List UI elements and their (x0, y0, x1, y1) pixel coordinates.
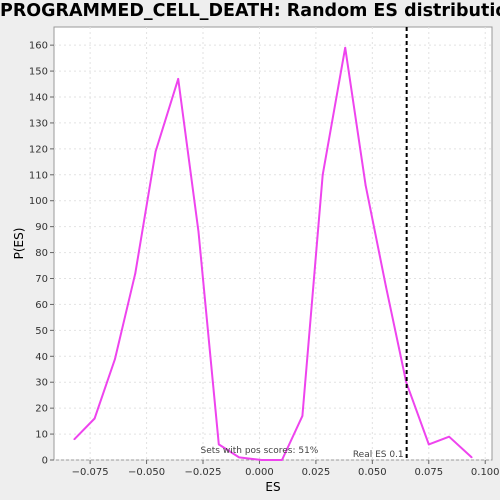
y-tick-label: 10 (35, 430, 48, 441)
y-tick-label: 140 (29, 93, 48, 104)
data-point (384, 285, 387, 288)
y-tick-label: 20 (35, 404, 48, 415)
y-tick-label: 40 (35, 352, 48, 363)
data-point (470, 456, 473, 459)
x-tick-label: 0.075 (414, 467, 443, 478)
data-point (427, 443, 430, 446)
data-point (154, 150, 157, 153)
data-point (260, 459, 263, 461)
y-tick-label: 60 (35, 300, 48, 311)
data-point (93, 417, 96, 420)
y-tick-label: 120 (29, 144, 48, 155)
y-tick-label: 80 (35, 248, 48, 259)
y-tick-label: 30 (35, 378, 48, 389)
y-tick-label: 0 (42, 456, 48, 467)
pos-scores-annotation: Sets with pos scores: 51% (201, 446, 319, 456)
real-es-label: Real ES 0.1 (353, 450, 404, 460)
data-point (344, 46, 347, 49)
x-tick-label: 0.025 (302, 467, 331, 478)
x-tick-label: −0.050 (128, 467, 165, 478)
annotation-layer: Real ES 0.1 Sets with pos scores: 51% (201, 27, 408, 460)
chart-title: PROGRAMMED_CELL_DEATH: Random ES distrib… (0, 1, 500, 21)
y-tick-label: 70 (35, 274, 48, 285)
y-tick-label: 130 (29, 118, 48, 129)
y-tick-label: 110 (29, 170, 48, 181)
x-axis-label: ES (265, 480, 280, 494)
x-tick-label: −0.075 (72, 467, 109, 478)
data-point (114, 357, 116, 360)
x-tick-label: 0.050 (358, 467, 387, 478)
data-point (301, 415, 304, 417)
data-point (73, 438, 76, 441)
data-point (177, 77, 180, 80)
x-tick-label: 0.000 (245, 467, 274, 478)
y-tick-label: 100 (29, 196, 48, 207)
axes: 0 10 20 30 40 50 60 70 80 90 100 110 120 130 140 150 160… (29, 41, 500, 478)
series-line (73, 46, 473, 461)
data-point (134, 272, 137, 275)
y-tick-label: 90 (35, 222, 48, 233)
data-point (281, 459, 283, 461)
x-tick-label: 0.100 (471, 467, 500, 478)
data-point (448, 435, 451, 438)
data-point (405, 381, 408, 384)
data-point (321, 173, 324, 176)
y-tick-label: 160 (29, 41, 48, 52)
series-layer (73, 46, 473, 461)
x-tick-label: −0.025 (185, 467, 222, 478)
y-tick-label: 150 (29, 67, 48, 78)
y-tick-label: 50 (35, 326, 48, 337)
grid-lines (54, 27, 492, 461)
data-point (238, 456, 241, 459)
plot-area (53, 26, 493, 461)
data-point (197, 230, 200, 233)
data-point (364, 184, 367, 187)
data-point (217, 443, 220, 446)
y-axis-label: P(ES) (12, 228, 26, 260)
